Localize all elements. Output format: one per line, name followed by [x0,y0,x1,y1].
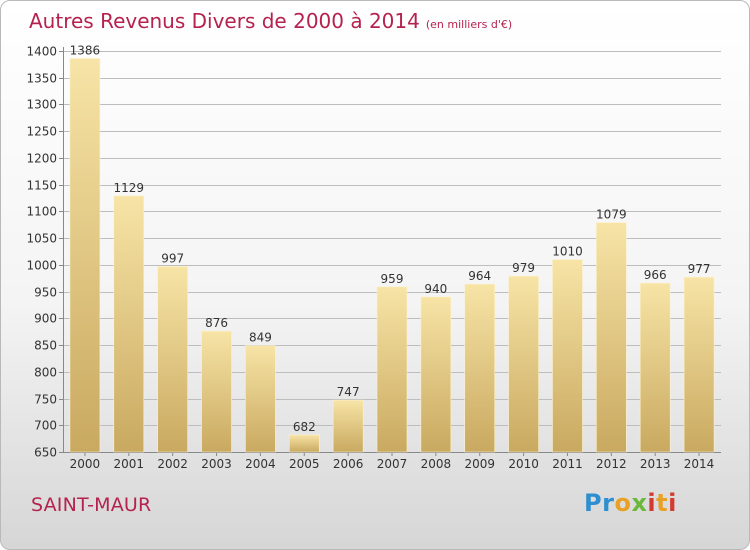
bar-2011 [552,259,583,453]
x-tick-label: 2005 [289,457,320,471]
bar-2001 [113,195,145,453]
y-tick-label: 700 [34,419,57,433]
x-tick-label: 2009 [464,457,495,471]
bars [69,58,715,453]
y-tick-label: 1000 [26,259,57,273]
bar-2004 [245,345,276,453]
x-tick-label: 2014 [684,457,715,471]
bar-2006 [332,399,364,453]
y-tick-label: 1100 [26,205,57,219]
x-tick-label: 2000 [70,457,101,471]
logo-letter: x [631,489,648,517]
bar-2005 [288,434,320,453]
y-tick-label: 950 [34,286,57,300]
x-tick-label: 2010 [508,457,539,471]
x-tick-label: 2007 [377,457,408,471]
x-tick-label: 2008 [421,457,452,471]
y-tick-label: 1300 [26,98,57,112]
data-label-2009: 964 [468,269,491,283]
x-tick-label: 2001 [114,457,145,471]
y-tick-label: 650 [34,446,57,460]
location-label: SAINT-MAUR [31,494,152,516]
data-label-2010: 979 [512,261,535,275]
bar-2007 [376,286,408,453]
chart-title: Autres Revenus Divers de 2000 à 2014 (en … [29,9,512,33]
data-label-2014: 977 [688,262,711,276]
logo-letter: r [602,489,615,517]
data-label-2000: 1386 [70,43,101,57]
x-tick-label: 2012 [596,457,627,471]
data-label-2012: 1079 [596,208,627,222]
y-tick-label: 1250 [26,125,57,139]
proxiti-logo[interactable]: Proxiti [584,489,677,517]
data-label-2003: 876 [205,316,228,330]
y-tick-label: 900 [34,312,57,326]
data-label-2006: 747 [337,385,360,399]
axes [59,47,721,456]
y-tick-labels: 650 700 750 800 850 900 950 1000 1050 1100 1150 120… [26,45,57,460]
bar-2010 [508,275,539,453]
y-tick-label: 850 [34,339,57,353]
logo-letter: P [584,489,603,517]
data-label-2001: 1129 [114,181,145,195]
y-tick-label: 800 [34,366,57,380]
x-tick-labels: 2000 2001 2002 2003 2004 2005 2006 2007 2008 2009… [70,457,715,471]
data-label-2008: 940 [424,282,447,296]
data-label-2005: 682 [293,420,316,434]
y-tick-label: 1150 [26,179,57,193]
x-tick-label: 2002 [157,457,188,471]
x-tick-label: 2003 [201,457,232,471]
bar-2002 [157,266,188,453]
bar-2013 [639,282,671,453]
logo-letter: t [656,489,669,517]
data-label-2004: 849 [249,331,272,345]
y-tick-label: 1200 [26,152,57,166]
bar-2014 [683,276,715,453]
logo-letter: i [668,489,677,517]
chart-subtitle: (en milliers d'€) [425,18,513,31]
x-tick-label: 2011 [552,457,583,471]
bar-2000 [69,58,101,453]
logo-letter: o [614,489,632,517]
logo-letter: i [647,489,657,517]
data-labels: 1386 1129 997 876 849 682 747 959 940 964 979 1010 1… [70,43,711,433]
y-tick-label: 1400 [26,45,57,59]
y-tick-label: 750 [34,393,57,407]
bar-2009 [464,283,496,453]
bar-2012 [596,222,627,453]
x-tick-label: 2004 [245,457,276,471]
y-tick-label: 1350 [26,72,57,86]
x-tick-label: 2013 [640,457,671,471]
chart-title-text: Autres Revenus Divers de 2000 à 2014 [29,9,420,33]
x-tick-label: 2006 [333,457,364,471]
data-label-2013: 966 [644,268,667,282]
data-label-2007: 959 [381,272,404,286]
data-label-2002: 997 [161,251,184,265]
bar-2008 [420,296,452,453]
bar-2003 [201,330,232,453]
y-tick-label: 1050 [26,232,57,246]
data-label-2011: 1010 [552,245,583,259]
